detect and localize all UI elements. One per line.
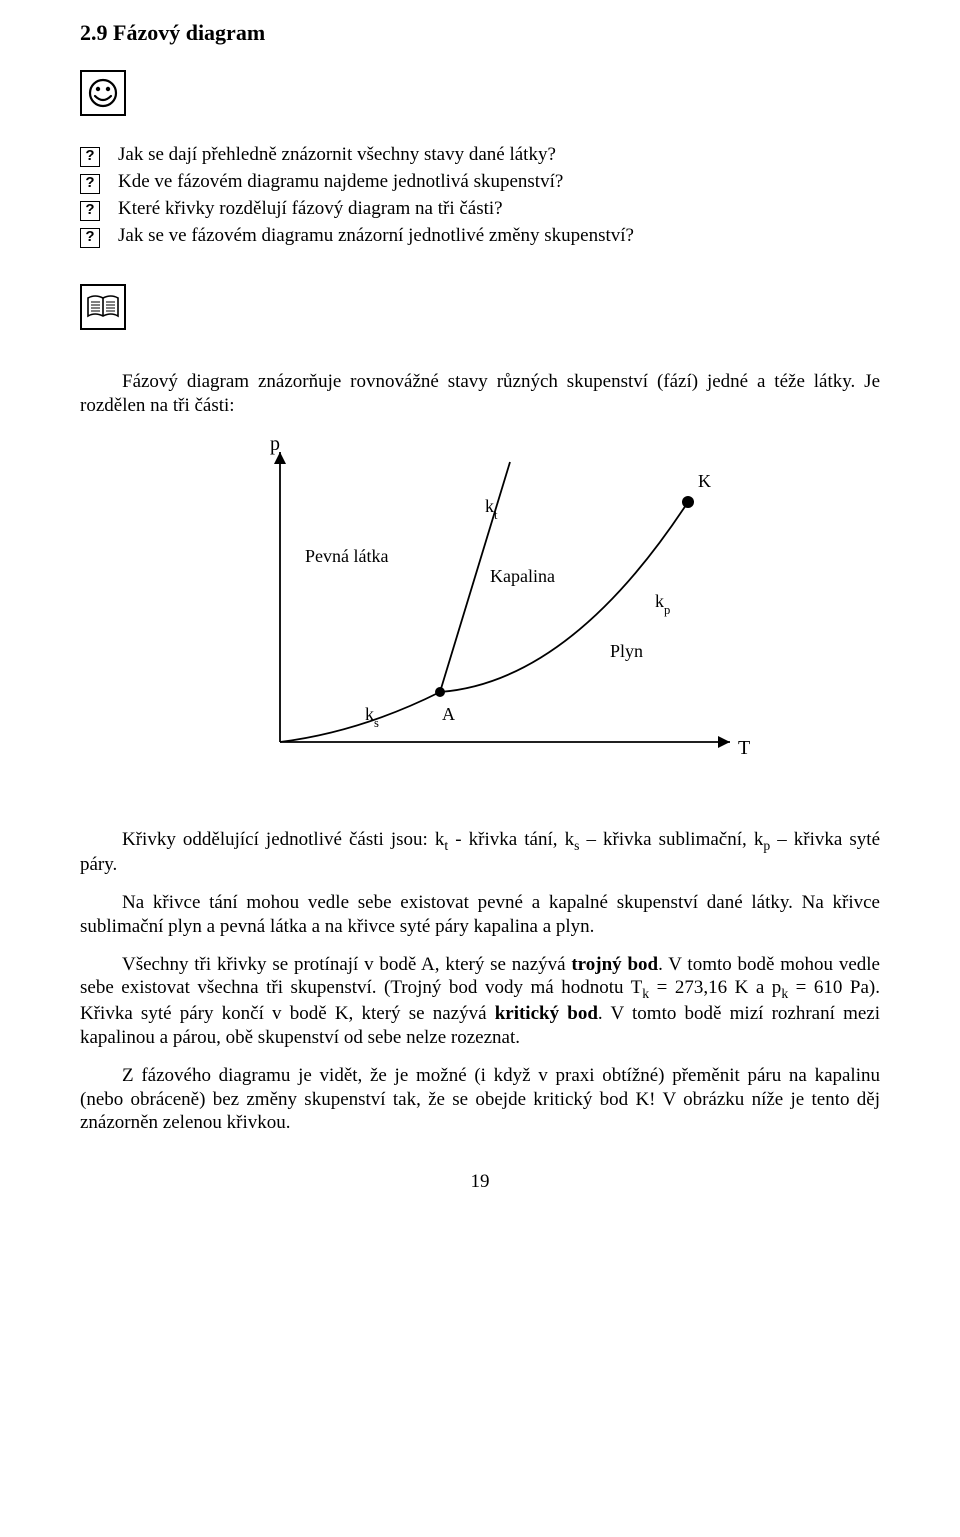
question-text: Jak se dají přehledně znázornit všechny … xyxy=(118,144,556,166)
question-text: Které křivky rozdělují fázový diagram na… xyxy=(118,198,503,220)
paragraph-1: Křivky oddělující jednotlivé části jsou:… xyxy=(80,828,880,878)
svg-text:Pevná látka: Pevná látka xyxy=(305,546,388,566)
paragraph-3: Všechny tři křivky se protínají v bodě A… xyxy=(80,953,880,1050)
question-mark-icon: ? xyxy=(80,201,100,221)
paragraph-2: Na křivce tání mohou vedle sebe existova… xyxy=(80,891,880,939)
page: 2.9 Fázový diagram ? Jak se dají přehled… xyxy=(0,0,960,1537)
question-list: ? Jak se dají přehledně znázornit všechn… xyxy=(80,144,880,248)
page-number: 19 xyxy=(80,1171,880,1193)
intro-paragraph: Fázový diagram znázorňuje rovnovážné sta… xyxy=(80,370,880,418)
paragraph-4: Z fázového diagramu je vidět, že je možn… xyxy=(80,1064,880,1135)
question-mark-icon: ? xyxy=(80,174,100,194)
question-text: Jak se ve fázovém diagramu znázorní jedn… xyxy=(118,225,634,247)
svg-text:ks: ks xyxy=(365,704,379,730)
question-text: Kde ve fázovém diagramu najdeme jednotli… xyxy=(118,171,563,193)
svg-text:Plyn: Plyn xyxy=(610,641,643,661)
svg-text:A: A xyxy=(442,704,455,724)
paragraph-4-text: Z fázového diagramu je vidět, že je možn… xyxy=(80,1065,880,1134)
paragraph-2-text: Na křivce tání mohou vedle sebe existova… xyxy=(80,892,880,937)
svg-text:K: K xyxy=(698,471,711,491)
svg-text:kt: kt xyxy=(485,496,498,522)
phase-diagram: p T Pevná látka Kapalina Plyn kt kp ks A K xyxy=(80,432,880,792)
question-row: ? Jak se dají přehledně znázornit všechn… xyxy=(80,144,880,167)
intro-text: Fázový diagram znázorňuje rovnovážné sta… xyxy=(80,371,880,416)
question-row: ? Kde ve fázovém diagramu najdeme jednot… xyxy=(80,171,880,194)
question-mark-icon: ? xyxy=(80,228,100,248)
paragraph-3-text: Všechny tři křivky se protínají v bodě A… xyxy=(80,954,880,1048)
question-row: ? Jak se ve fázovém diagramu znázorní je… xyxy=(80,225,880,248)
svg-text:p: p xyxy=(270,433,280,455)
svg-text:kp: kp xyxy=(655,591,670,617)
svg-text:T: T xyxy=(738,737,750,759)
book-icon xyxy=(80,284,126,330)
question-row: ? Které křivky rozdělují fázový diagram … xyxy=(80,198,880,221)
section-heading: 2.9 Fázový diagram xyxy=(80,20,880,46)
smiley-icon xyxy=(80,70,126,116)
svg-text:Kapalina: Kapalina xyxy=(490,566,555,586)
question-mark-icon: ? xyxy=(80,147,100,167)
paragraph-1-text: Křivky oddělující jednotlivé části jsou:… xyxy=(80,829,880,876)
